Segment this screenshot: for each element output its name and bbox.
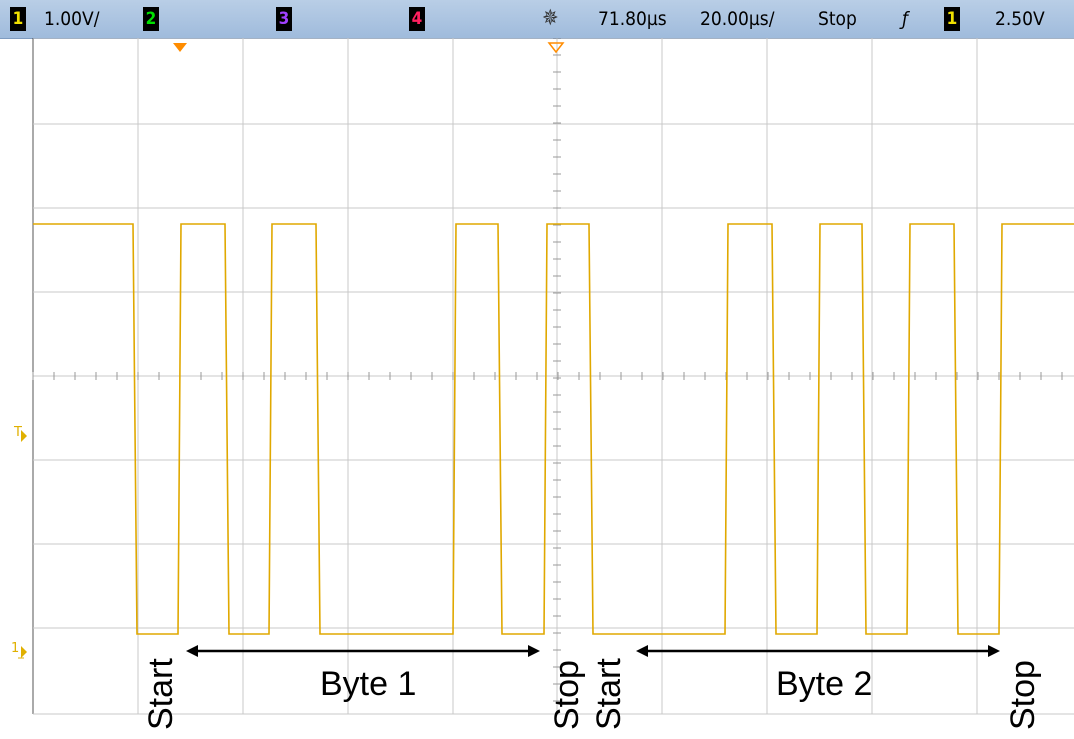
stop-2-label: Stop [1004,660,1042,730]
channel-1-indicator[interactable]: 1 [10,7,26,31]
byte-1-arrow [186,645,540,657]
channel-3-number: 3 [278,9,290,29]
time-delay[interactable]: 71.80µs [598,8,667,30]
graticule [32,37,1074,715]
delay-reference-marker[interactable] [547,42,565,54]
channel-4-indicator[interactable]: 4 [409,7,425,31]
trigger-level-marker[interactable]: T [13,425,22,440]
run-state[interactable]: Stop [818,8,857,30]
byte-2-label: Byte 2 [776,665,872,703]
ground-marker[interactable]: 1 [11,641,19,656]
sunburst-icon[interactable]: ✵ [542,6,559,31]
ground-arrow-icon [21,646,27,658]
trigger-source-number: 1 [946,9,958,29]
channel-3-indicator[interactable]: 3 [276,7,292,31]
start-2-label: Start [590,658,628,730]
time-scale[interactable]: 20.00µs/ [700,8,775,30]
start-1-label: Start [142,658,180,730]
trigger-level-arrow-icon [21,430,27,442]
channel-1-number: 1 [12,9,24,29]
trigger-level[interactable]: 2.50V [995,8,1045,30]
channel-2-number: 2 [145,9,157,29]
byte-1-label: Byte 1 [320,665,416,703]
channel-2-indicator[interactable]: 2 [143,7,159,31]
waveform-canvas: T 1 Start Byte 1 Stop Start Byte 2 Stop [11,37,1074,730]
channel-4-number: 4 [411,9,423,29]
trigger-source-indicator[interactable]: 1 [944,7,960,31]
stop-1-label: Stop [548,660,586,730]
trigger-slope-icon[interactable]: ƒ [902,8,909,30]
channel-1-trace [33,223,1074,635]
channel-1-scale[interactable]: 1.00V/ [44,8,100,30]
scope-display[interactable]: T 1 Start Byte 1 Stop Start Byte 2 Stop [0,37,1074,734]
trigger-position-marker[interactable] [173,43,187,52]
status-bar: 1 1.00V/ 2 3 4 ✵ 71.80µs 20.00µs/ Stop ƒ… [0,0,1074,39]
byte-2-arrow [636,645,1000,657]
